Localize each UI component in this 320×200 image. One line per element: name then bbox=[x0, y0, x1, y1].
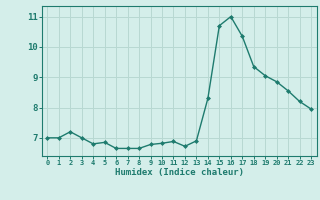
X-axis label: Humidex (Indice chaleur): Humidex (Indice chaleur) bbox=[115, 168, 244, 177]
